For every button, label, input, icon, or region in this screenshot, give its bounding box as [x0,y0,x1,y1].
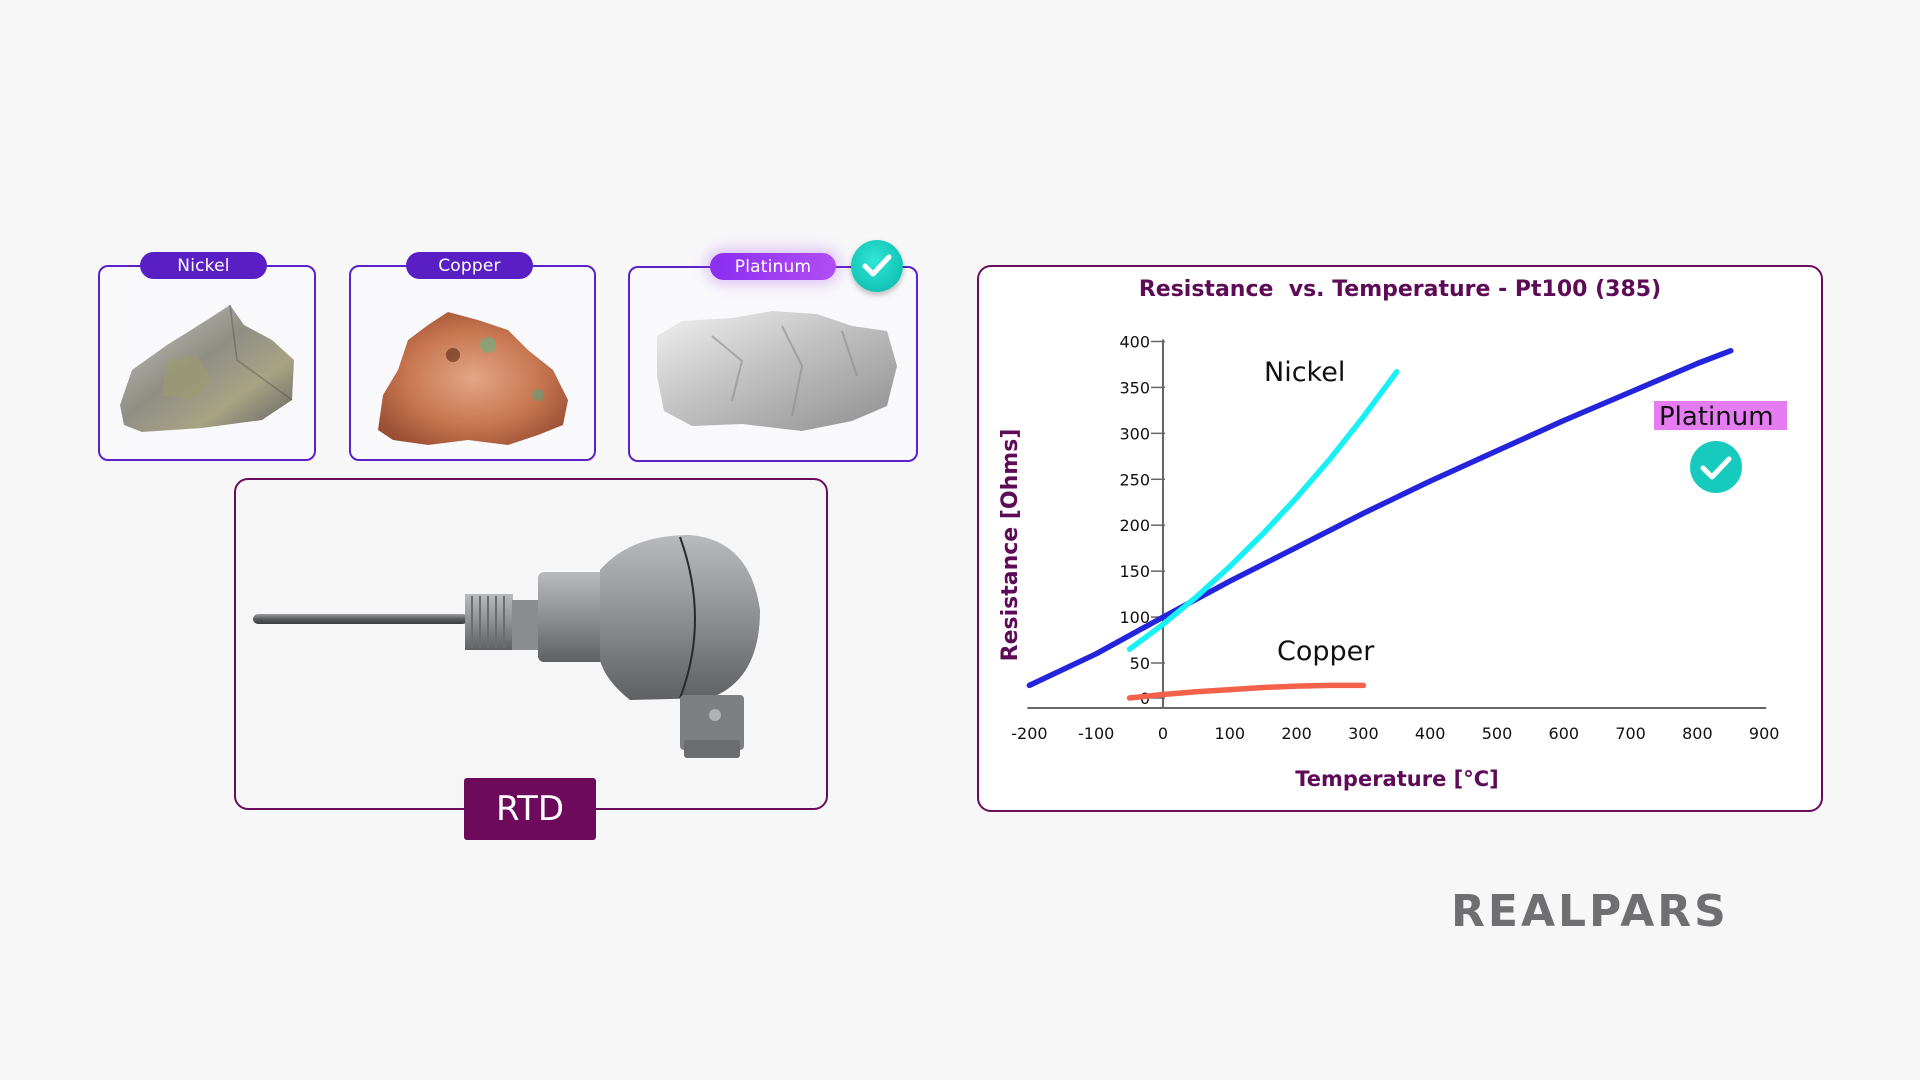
x-tick-label: 400 [1415,724,1446,743]
y-tick-label: 350 [1119,378,1150,397]
platinum-annotation: Platinum [1659,402,1774,432]
series-line-platinum [1026,347,1734,689]
y-tick-label: 100 [1119,608,1150,627]
platinum-rock-image [657,311,897,431]
y-tick-label: 150 [1119,562,1150,581]
x-tick-label: 700 [1615,724,1646,743]
x-axis-label: Temperature [°C] [1295,767,1498,791]
copper-annotation: Copper [1277,636,1375,667]
x-tick-label: 0 [1158,724,1168,743]
chart-series [1026,347,1734,701]
x-tick-label: 300 [1348,724,1379,743]
x-tick-label: 500 [1482,724,1513,743]
series-line-nickel [1126,369,1400,652]
x-tick-label: 900 [1749,724,1780,743]
series-line-copper [1126,682,1367,701]
y-tick-label: 400 [1119,332,1150,351]
rtd-label: RTD [464,778,596,840]
y-tick-label: 200 [1119,516,1150,535]
nickel-annotation: Nickel [1264,357,1345,388]
x-tick-label: -200 [1011,724,1047,743]
y-tick-label: 50 [1130,654,1150,673]
platinum-annotation-highlight [1654,401,1787,430]
y-tick-label: 250 [1119,470,1150,489]
rtd-sensor-image [253,535,760,758]
x-tick-label: 800 [1682,724,1713,743]
nickel-rock-image [120,304,294,432]
platinum-badge[interactable]: Platinum [710,253,836,280]
check-circle-icon [851,240,903,292]
chart-card [977,265,1823,812]
y-tick-label: 300 [1119,424,1150,443]
x-tick-label: 600 [1549,724,1580,743]
check-circle-icon [1690,441,1742,493]
nickel-badge[interactable]: Nickel [140,252,267,279]
x-tick-label: 100 [1215,724,1246,743]
copper-rock-image [378,312,568,445]
realpars-logo: REALPARS [1451,886,1729,937]
copper-badge[interactable]: Copper [406,252,533,279]
chart-title: Resistance vs. Temperature - Pt100 (385) [1138,277,1662,302]
x-tick-label: -100 [1078,724,1114,743]
y-axis-label: Resistance [Ohms] [998,429,1023,662]
x-tick-label: 200 [1281,724,1312,743]
